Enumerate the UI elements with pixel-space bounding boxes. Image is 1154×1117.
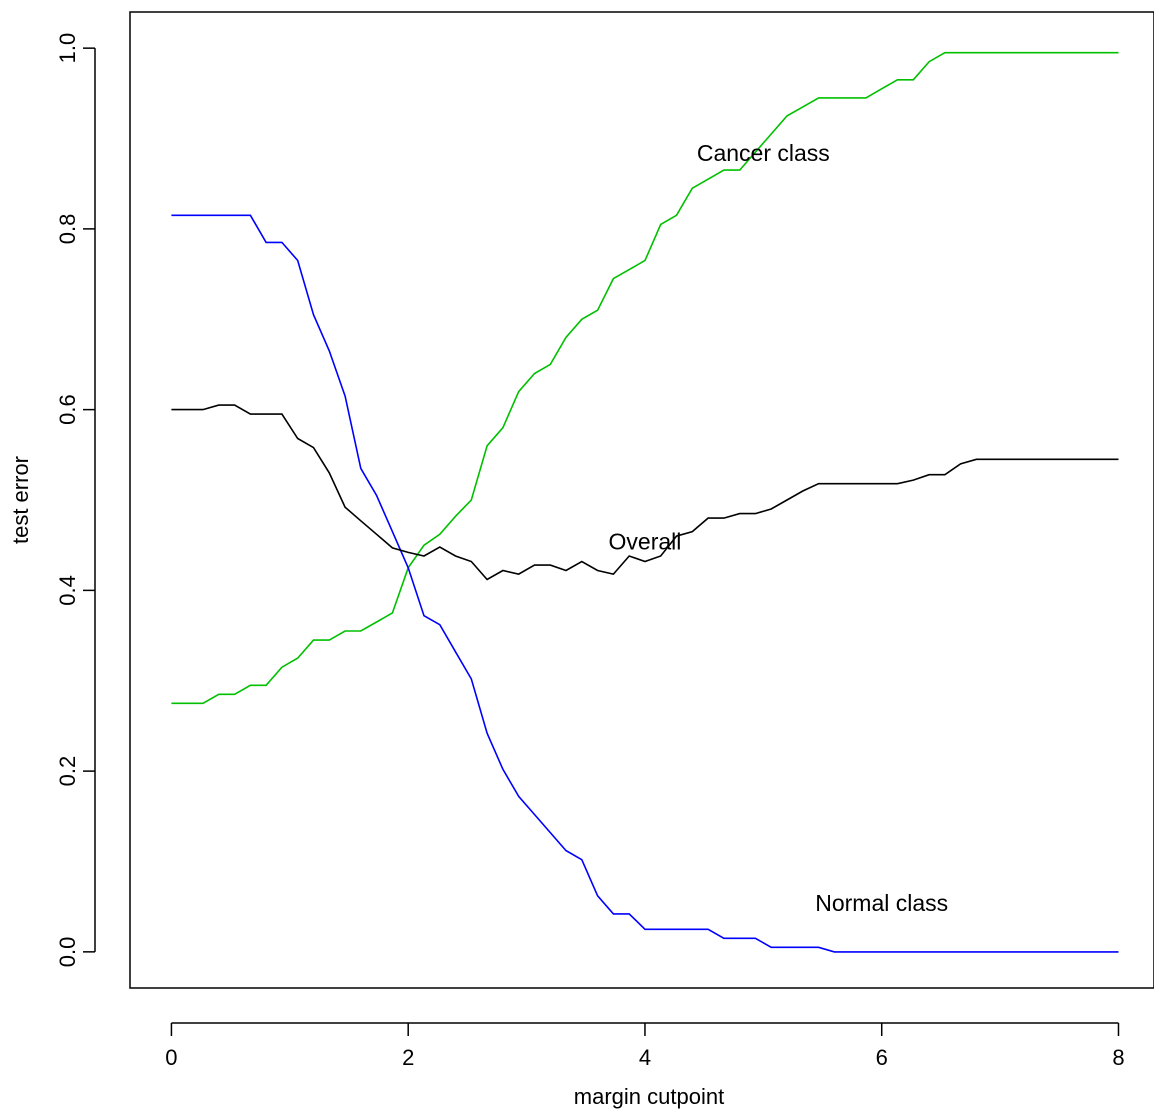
annotation-label: Overall bbox=[609, 529, 682, 555]
x-axis-title: margin cutpoint bbox=[574, 1084, 724, 1109]
series-line-overall bbox=[171, 404, 1119, 581]
series-line-cancer-class bbox=[171, 51, 1119, 705]
x-tick-label: 4 bbox=[639, 1045, 651, 1070]
annotation-layer: Cancer class Overall Normal class bbox=[609, 140, 949, 916]
y-tick-label: 0.4 bbox=[55, 575, 80, 606]
x-tick-label: 6 bbox=[876, 1045, 888, 1070]
y-axis: 0.0 0.2 0.4 0.6 0.8 1.0 bbox=[55, 33, 96, 968]
x-tick-label: 0 bbox=[165, 1045, 177, 1070]
x-tick-label: 8 bbox=[1112, 1045, 1124, 1070]
y-tick-label: 0.0 bbox=[55, 937, 80, 968]
y-tick-label: 0.8 bbox=[55, 214, 80, 245]
y-tick-label: 0.6 bbox=[55, 394, 80, 425]
y-axis-title: test error bbox=[8, 456, 33, 544]
series-layer bbox=[171, 51, 1119, 953]
x-axis: 0 2 4 6 8 bbox=[165, 1022, 1125, 1070]
y-tick-label: 0.2 bbox=[55, 756, 80, 787]
annotation-label: Cancer class bbox=[697, 140, 830, 166]
annotation-label: Normal class bbox=[815, 890, 948, 916]
plot-frame bbox=[129, 11, 1154, 989]
series-line-normal-class bbox=[171, 214, 1119, 953]
y-tick-label: 1.0 bbox=[55, 33, 80, 64]
x-tick-label: 2 bbox=[402, 1045, 414, 1070]
